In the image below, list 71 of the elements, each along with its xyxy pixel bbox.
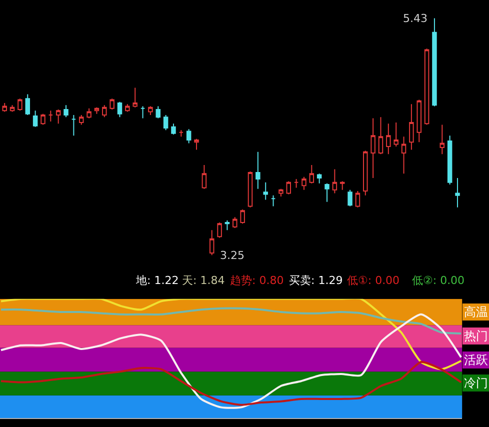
candlestick	[117, 101, 122, 118]
candlestick	[340, 180, 345, 190]
candlestick	[355, 190, 360, 208]
text: 低②: 0.00	[412, 274, 465, 287]
candlestick	[401, 136, 406, 174]
candlestick	[378, 116, 384, 155]
candlestick	[409, 104, 414, 150]
candlestick	[309, 164, 314, 184]
candlestick	[232, 216, 238, 228]
candlestick	[286, 180, 291, 195]
candlestick	[56, 109, 61, 124]
candlestick	[10, 104, 15, 112]
candlestick	[18, 98, 22, 112]
candlestick	[217, 222, 222, 238]
candlestick	[209, 230, 214, 256]
candlestick	[294, 178, 299, 188]
candlestick	[171, 123, 176, 136]
text: 买卖: 1.29	[289, 274, 343, 287]
candlestick	[140, 106, 146, 119]
candlestick	[163, 114, 168, 131]
candlestick	[363, 150, 368, 196]
candlestick	[156, 106, 161, 119]
candlestick	[370, 118, 376, 178]
candlestick	[348, 189, 352, 207]
band-label: 冷门	[464, 376, 488, 390]
candlestick	[240, 208, 245, 224]
candlestick	[224, 220, 230, 231]
candlestick	[270, 194, 276, 207]
candlestick	[424, 48, 430, 126]
candlestick	[25, 94, 30, 116]
candlestick	[432, 18, 437, 107]
candlestick	[64, 104, 68, 118]
candlestick	[40, 113, 46, 126]
band-label: 活跃	[464, 353, 488, 367]
candlestick	[48, 110, 54, 122]
candlestick	[102, 104, 107, 118]
candlestick	[110, 98, 114, 110]
candlestick	[447, 135, 452, 185]
text: 地: 1.22	[135, 274, 179, 287]
candlestick	[132, 87, 138, 108]
candlestick	[440, 124, 445, 155]
candlestick	[32, 110, 38, 128]
candlestick	[125, 104, 130, 112]
candlestick	[94, 106, 100, 114]
candlestick	[248, 170, 253, 208]
candlestick	[263, 182, 268, 200]
candlestick	[324, 182, 330, 202]
candlestick	[332, 168, 338, 194]
band-label: 热门	[464, 329, 488, 343]
candlestick	[78, 114, 84, 126]
text: 低①: 0.00	[347, 274, 400, 287]
candlestick	[455, 177, 460, 208]
candlestick	[256, 151, 260, 190]
text: 天: 1.84	[182, 274, 225, 287]
candlestick	[316, 173, 322, 184]
candlestick	[394, 122, 398, 147]
candlestick	[416, 99, 422, 143]
annotation: 5.43	[403, 12, 428, 25]
candlestick	[302, 176, 306, 190]
candlestick	[71, 114, 76, 136]
candlestick	[386, 123, 391, 155]
candlestick	[186, 128, 192, 144]
text: 趋势: 0.80	[230, 274, 284, 287]
candlestick	[194, 138, 199, 150]
candlestick	[148, 106, 153, 116]
candlestick	[178, 130, 184, 138]
candlestick	[278, 188, 284, 197]
candlestick	[86, 108, 92, 119]
candlestick	[202, 164, 207, 190]
band-label: 高温	[464, 305, 488, 319]
annotation: 3.25	[220, 249, 244, 262]
